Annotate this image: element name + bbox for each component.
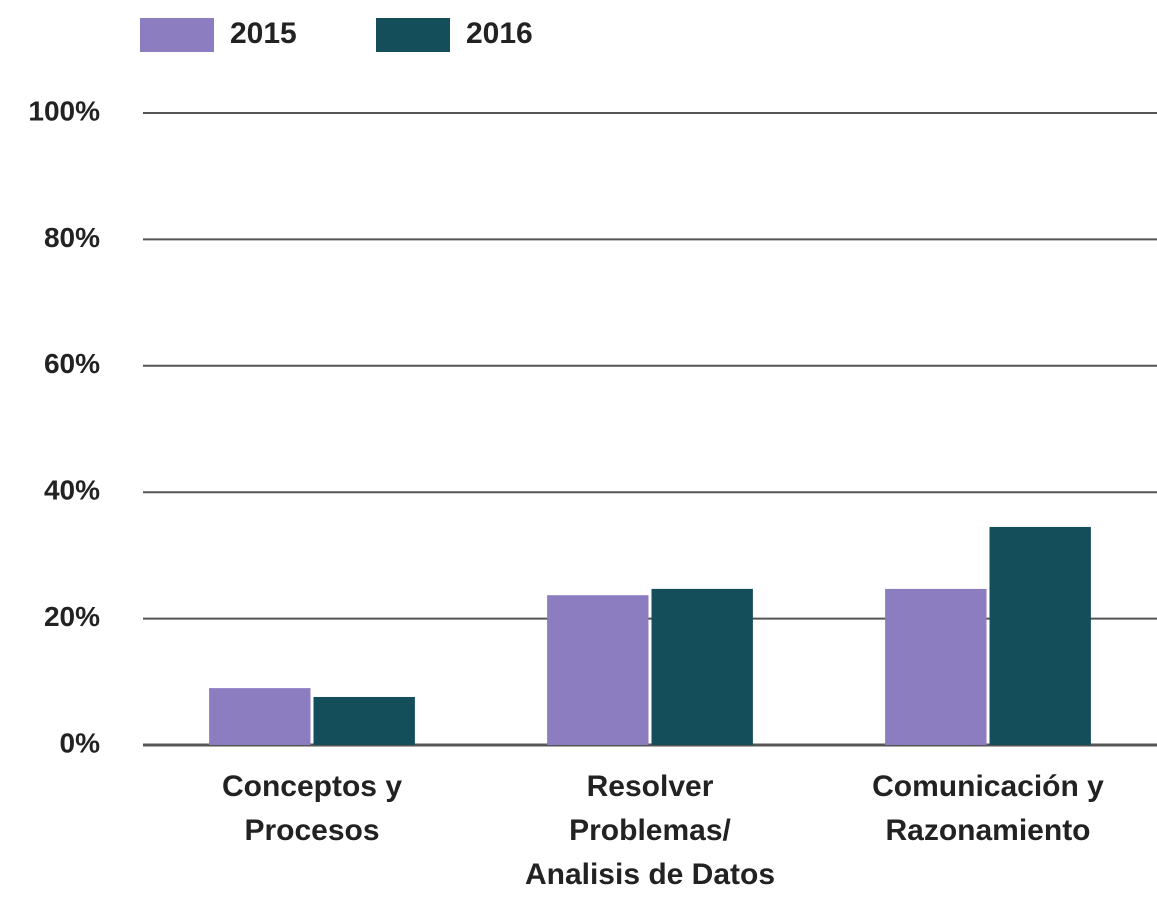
legend-swatch bbox=[376, 18, 450, 52]
y-tick-label: 80% bbox=[44, 222, 100, 253]
x-tick-label: Comunicación y Razonamiento bbox=[872, 770, 1104, 847]
bar bbox=[989, 526, 1091, 745]
y-tick-label: 60% bbox=[44, 348, 100, 379]
y-tick-label: 100% bbox=[28, 95, 100, 126]
legend-label: 2015 bbox=[230, 17, 297, 50]
bar bbox=[651, 588, 753, 745]
legend-swatch bbox=[140, 18, 214, 52]
y-tick-label: 20% bbox=[44, 601, 100, 632]
legend-label: 2016 bbox=[466, 17, 533, 50]
x-tick-label: Resolver Problemas/ Analisis de Datos bbox=[524, 770, 776, 891]
bar bbox=[547, 595, 649, 745]
bar bbox=[313, 696, 415, 745]
y-tick-label: 40% bbox=[44, 475, 100, 506]
bar bbox=[209, 688, 311, 745]
bar bbox=[885, 588, 987, 745]
y-tick-label: 0% bbox=[60, 727, 101, 758]
x-tick-label: Conceptos y Procesos bbox=[221, 770, 403, 847]
